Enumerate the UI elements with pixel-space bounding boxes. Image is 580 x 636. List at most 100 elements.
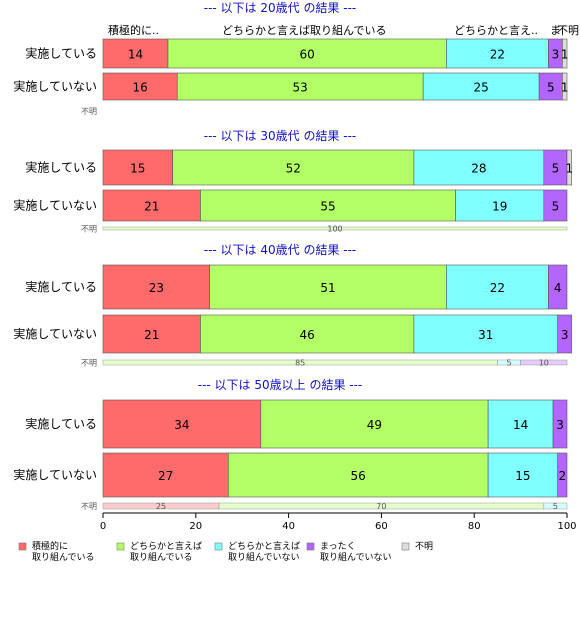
bar-segment (548, 264, 568, 310)
section-title: --- 以下は 40歳代 の結果 --- (204, 243, 357, 257)
bar-value-label: 1 (565, 162, 573, 176)
row-label: 実施していない (13, 326, 97, 341)
section-title: --- 以下は 20歳代 の結果 --- (204, 1, 357, 15)
bar-value-label: 51 (320, 281, 335, 295)
x-tick-label: 80 (468, 521, 481, 532)
legend-label: 取り組んでいない (320, 551, 392, 563)
bar-value-label: 22 (490, 48, 505, 62)
bar-value-label: 5 (547, 81, 555, 95)
column-header-label: 不明 (557, 24, 579, 37)
bar-segment (562, 38, 568, 69)
row-label: 実施していない (13, 79, 97, 94)
section-title: --- 以下は 30歳代 の結果 --- (204, 129, 357, 143)
bar-value-label: 34 (174, 418, 189, 432)
row-label: 実施している (25, 160, 97, 175)
bar-segment (413, 314, 559, 354)
x-tick-label: 100 (557, 521, 576, 532)
legend-label: まったく (320, 541, 356, 552)
x-tick-label: 60 (375, 521, 388, 532)
legend-label: どちらかと言えば (130, 540, 202, 552)
bar-value-label: 27 (158, 469, 173, 483)
bar-segment (167, 38, 447, 69)
legend-label: 不明 (415, 541, 433, 552)
unknown-row-label: 不明 (81, 359, 97, 368)
bar-segment (487, 399, 554, 449)
bar-value-label: 5 (552, 162, 560, 176)
bar-value-label: 46 (300, 328, 315, 342)
bar-segment (200, 189, 456, 222)
bar-segment (557, 452, 568, 498)
bar-segment (102, 189, 201, 222)
bar-value-label: 22 (490, 281, 505, 295)
bar-segment (562, 72, 568, 101)
bar-value-label: 25 (474, 81, 489, 95)
legend-label: どちらかと言えば (228, 540, 300, 552)
bar-value-label: 56 (351, 469, 366, 483)
bar-segment (102, 314, 201, 354)
unknown-bar-value-label: 70 (376, 502, 386, 511)
unknown-bar-segment (520, 359, 568, 366)
unknown-bar-value-label: 5 (506, 359, 511, 368)
bar-segment (209, 264, 447, 310)
row-label: 実施していない (13, 467, 97, 482)
bar-value-label: 1 (561, 81, 569, 95)
bar-value-label: 28 (471, 162, 486, 176)
bar-value-label: 2 (559, 469, 567, 483)
bar-segment (102, 38, 169, 69)
bar-value-label: 3 (561, 328, 569, 342)
unknown-row-label: 不明 (81, 225, 97, 234)
bar-segment (422, 72, 540, 101)
column-header-label: 積極的に.. (108, 23, 159, 37)
unknown-bar-value-label: 100 (327, 225, 342, 234)
bar-value-label: 14 (128, 48, 143, 62)
unknown-bar-value-label: 10 (539, 359, 549, 368)
bar-segment (102, 72, 178, 101)
row-label: 実施している (25, 279, 97, 294)
bar-segment (446, 264, 549, 310)
unknown-row-label: 不明 (81, 107, 97, 116)
bar-value-label: 52 (286, 162, 301, 176)
unknown-bar-segment (543, 502, 568, 510)
row-label: 実施している (25, 46, 97, 61)
unknown-bar-value-label: 85 (295, 359, 305, 368)
bar-value-label: 31 (478, 328, 493, 342)
legend-swatch (306, 542, 315, 551)
bar-value-label: 60 (300, 48, 315, 62)
bar-segment (543, 189, 568, 222)
legend-swatch (214, 542, 223, 551)
section-title: --- 以下は 50歳以上 の結果 --- (198, 378, 363, 392)
bar-segment (487, 452, 559, 498)
legend-swatch (18, 542, 27, 551)
unknown-bar-value-label: 5 (553, 502, 558, 511)
legend-swatch (116, 542, 125, 551)
bar-segment (413, 149, 545, 186)
x-tick-label: 0 (100, 521, 106, 532)
bar-segment (455, 189, 545, 222)
unknown-row-label: 不明 (81, 502, 97, 511)
bar-value-label: 21 (144, 200, 159, 214)
bar-value-label: 15 (515, 469, 530, 483)
bar-value-label: 49 (367, 418, 382, 432)
bar-value-label: 16 (132, 81, 147, 95)
column-header-label: ま (550, 24, 561, 37)
bar-value-label: 15 (130, 162, 145, 176)
column-header-label: どちらかと言えば取り組んでいる (222, 24, 386, 37)
bar-segment (260, 399, 489, 449)
legend-swatch (401, 542, 410, 551)
bar-value-label: 53 (293, 81, 308, 95)
bar-segment (227, 452, 489, 498)
bar-value-label: 4 (554, 281, 562, 295)
bar-segment (102, 149, 173, 186)
bar-segment (102, 452, 229, 498)
bar-value-label: 3 (556, 418, 564, 432)
unknown-bar-value-label: 25 (156, 502, 166, 511)
bar-segment (566, 149, 572, 186)
bar-segment (557, 314, 572, 354)
bar-value-label: 3 (552, 48, 560, 62)
column-header-label: どちらかと言え.. (454, 24, 538, 37)
bar-segment (176, 72, 424, 101)
bar-value-label: 55 (320, 200, 335, 214)
row-label: 実施している (25, 416, 97, 431)
